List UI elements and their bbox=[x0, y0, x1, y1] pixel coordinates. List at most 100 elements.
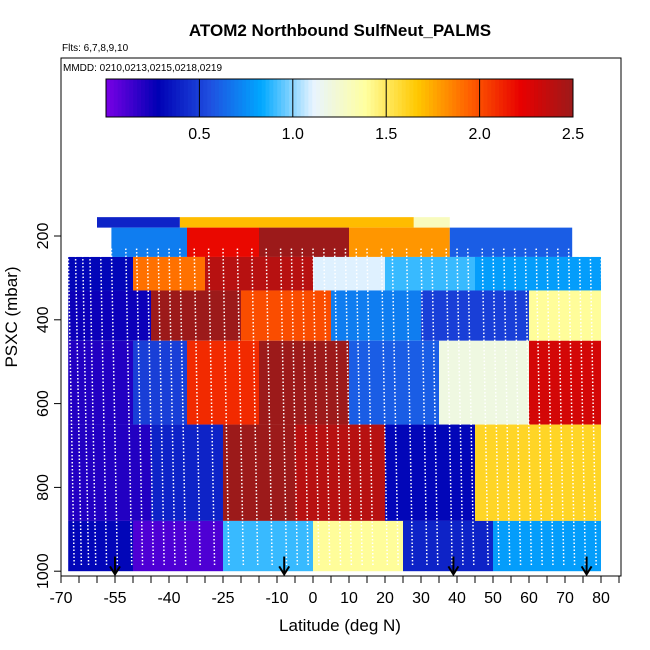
colorbar-segment-21 bbox=[187, 79, 193, 117]
heat-cell-32 bbox=[475, 424, 601, 521]
colorbar-segment-14 bbox=[160, 79, 165, 117]
x-tick-label-5: 0 bbox=[309, 590, 318, 607]
colorbar-segment-96 bbox=[479, 79, 484, 117]
colorbar-segment-66 bbox=[362, 79, 368, 117]
profile-line-25 bbox=[355, 248, 363, 568]
descent-markers bbox=[109, 556, 593, 577]
colorbar-segment-58 bbox=[331, 79, 337, 117]
heat-cell-31 bbox=[385, 424, 475, 521]
heat-cell-26 bbox=[529, 340, 601, 425]
colorbar-segment-20 bbox=[183, 79, 189, 117]
colorbar-segment-74 bbox=[393, 79, 399, 117]
colorbar-segment-103 bbox=[506, 79, 512, 117]
colorbar-segment-11 bbox=[148, 79, 154, 117]
colorbar-segment-19 bbox=[179, 79, 185, 117]
x-axis-label: Latitude (deg N) bbox=[279, 616, 401, 635]
colorbar-tick-label-2: 1.5 bbox=[375, 126, 397, 143]
colorbar-tick-label-4: 2.5 bbox=[562, 126, 584, 143]
profile-line-32 bbox=[445, 248, 453, 568]
profile-line-8 bbox=[146, 248, 155, 568]
colorbar-segment-40 bbox=[261, 79, 267, 117]
colorbar-segment-12 bbox=[152, 79, 158, 117]
profile-line-28 bbox=[391, 248, 399, 568]
colorbar-segment-55 bbox=[320, 79, 325, 117]
colorbar-segment-115 bbox=[553, 79, 558, 117]
profile-line-33 bbox=[456, 248, 464, 568]
colorbar-segment-54 bbox=[316, 79, 321, 117]
profile-line-14 bbox=[222, 248, 230, 568]
colorbar-segment-94 bbox=[471, 79, 477, 117]
x-tick-label-10: 50 bbox=[484, 590, 502, 607]
colorbar-segment-45 bbox=[281, 79, 286, 117]
profile-line-42 bbox=[557, 248, 565, 568]
colorbar-segment-67 bbox=[366, 79, 372, 117]
heatmap-cells bbox=[68, 217, 601, 572]
colorbar-segment-100 bbox=[495, 79, 500, 117]
profile-line-15 bbox=[236, 248, 245, 568]
colorbar-segment-0 bbox=[106, 79, 111, 117]
colorbar-segment-91 bbox=[460, 79, 465, 117]
colorbar-tick-label-3: 2.0 bbox=[468, 126, 490, 143]
colorbar-segment-30 bbox=[222, 79, 228, 117]
heat-cell-33 bbox=[68, 520, 133, 572]
colorbar-segment-117 bbox=[561, 79, 566, 117]
colorbar-segment-116 bbox=[557, 79, 562, 117]
flight-profile-lines bbox=[67, 248, 608, 568]
colorbar-segment-6 bbox=[129, 79, 134, 117]
profile-line-13 bbox=[207, 248, 216, 568]
heat-cell-18 bbox=[421, 290, 529, 341]
colorbar-segment-81 bbox=[421, 79, 426, 117]
colorbar-segment-42 bbox=[269, 79, 274, 117]
colorbar-segment-50 bbox=[300, 79, 305, 117]
colorbar-segment-41 bbox=[265, 79, 270, 117]
profile-line-23 bbox=[333, 248, 342, 568]
profile-line-16 bbox=[251, 248, 259, 568]
profile-line-17 bbox=[265, 248, 273, 568]
profile-line-40 bbox=[535, 248, 543, 568]
colorbar-segment-77 bbox=[405, 79, 411, 117]
profile-line-6 bbox=[125, 248, 133, 568]
colorbar-segment-105 bbox=[514, 79, 520, 117]
colorbar-segment-65 bbox=[358, 79, 364, 117]
y-tick-label-1: 400 bbox=[35, 306, 52, 333]
colorbar-segment-1 bbox=[109, 79, 115, 117]
descent-arrow-head-2 bbox=[447, 565, 460, 577]
colorbar-segment-95 bbox=[475, 79, 481, 117]
colorbar-segment-8 bbox=[137, 79, 142, 117]
profile-line-4 bbox=[99, 248, 108, 568]
profile-line-21 bbox=[312, 248, 320, 568]
colorbar-segment-107 bbox=[522, 79, 527, 117]
colorbar-segment-23 bbox=[195, 79, 200, 117]
x-tick-label-6: 10 bbox=[340, 590, 358, 607]
descent-arrow-head-0 bbox=[109, 565, 121, 577]
colorbar-segment-85 bbox=[436, 79, 442, 117]
x-tick-label-8: 30 bbox=[412, 590, 430, 607]
colorbar-segment-37 bbox=[249, 79, 255, 117]
colorbar-segment-86 bbox=[440, 79, 446, 117]
colorbar-segment-76 bbox=[401, 79, 407, 117]
flights-note: Flts: 6,7,8,9,10 bbox=[62, 43, 129, 54]
colorbar-segment-82 bbox=[425, 79, 430, 117]
colorbar-segment-64 bbox=[355, 79, 360, 117]
y-axis-label: PSXC (mbar) bbox=[2, 266, 21, 367]
colorbar-segment-114 bbox=[549, 79, 555, 117]
colorbar-segment-93 bbox=[467, 79, 473, 117]
colorbar-segment-104 bbox=[510, 79, 516, 117]
colorbar-segment-5 bbox=[125, 79, 130, 117]
heat-cell-7 bbox=[449, 227, 573, 257]
colorbar-segment-4 bbox=[121, 79, 126, 117]
profile-line-45 bbox=[589, 248, 597, 568]
colorbar-segment-84 bbox=[432, 79, 438, 117]
colorbar-segment-102 bbox=[502, 79, 508, 117]
colorbar-segment-61 bbox=[343, 79, 348, 117]
heat-cell-16 bbox=[241, 290, 331, 341]
colorbar-segment-68 bbox=[370, 79, 376, 117]
heat-cell-38 bbox=[493, 520, 601, 572]
profile-line-0 bbox=[67, 248, 75, 568]
colorbar-segment-63 bbox=[351, 79, 356, 117]
profile-line-35 bbox=[481, 248, 489, 568]
colorbar-segment-44 bbox=[277, 79, 282, 117]
colorbar-segment-52 bbox=[308, 79, 313, 117]
colorbar-segment-98 bbox=[487, 79, 492, 117]
